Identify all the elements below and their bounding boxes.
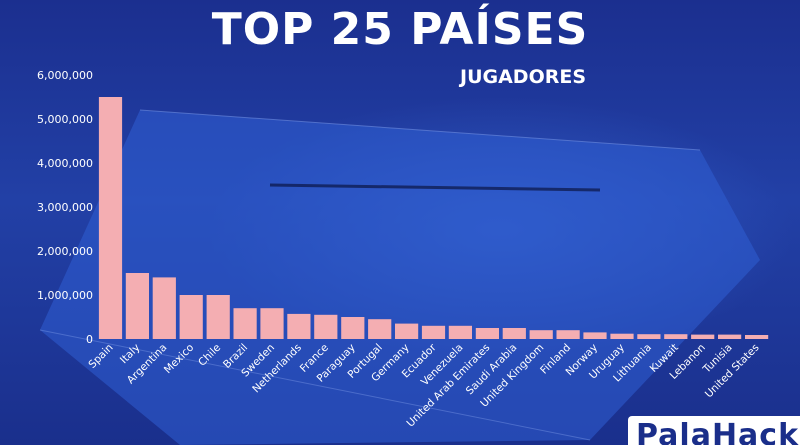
bar: [233, 308, 257, 339]
bar: [368, 319, 392, 339]
y-tick-label: 0: [86, 333, 93, 346]
x-tick-label: Mexico: [162, 342, 196, 376]
bar: [98, 97, 123, 339]
court-net: [269, 183, 601, 192]
x-tick-label: Chile: [196, 342, 223, 369]
y-tick-label: 6,000,000: [37, 69, 93, 82]
y-tick-label: 4,000,000: [37, 157, 93, 170]
brand-logo-text: PalaHack: [636, 418, 800, 445]
bar: [152, 277, 176, 339]
bar: [745, 335, 769, 339]
court-surface: [40, 110, 760, 445]
court-line-back: [139, 109, 701, 151]
bar: [287, 313, 311, 339]
bar: [529, 330, 553, 339]
x-tick-label: Spain: [86, 342, 115, 371]
chart-subtitle: JUGADORES: [460, 66, 587, 88]
bar: [610, 333, 634, 339]
bar: [664, 334, 688, 339]
bars: [98, 97, 769, 339]
y-tick-label: 2,000,000: [37, 245, 93, 258]
brand-logo: PalaHack: [628, 416, 800, 445]
y-tick-label: 3,000,000: [37, 201, 93, 214]
bar: [206, 295, 230, 339]
bar: [421, 325, 446, 339]
bar: [502, 328, 526, 339]
chart-title: TOP 25 PAÍSES: [211, 4, 589, 55]
y-tick-label: 1,000,000: [37, 289, 93, 302]
bar: [314, 314, 338, 339]
bar: [583, 332, 607, 339]
bar: [448, 325, 472, 339]
bar: [637, 334, 661, 339]
bar: [179, 295, 203, 339]
bar: [556, 330, 580, 339]
bar: [691, 334, 715, 339]
bar: [718, 334, 742, 339]
bar: [125, 273, 149, 339]
y-axis: 0 1,000,000 2,000,000 3,000,000 4,000,000 5,0…: [37, 69, 93, 346]
bar: [475, 328, 499, 339]
bar: [395, 323, 419, 339]
bar: [341, 317, 365, 339]
court-line-front: [39, 329, 591, 441]
bar: [260, 308, 284, 339]
y-tick-label: 5,000,000: [37, 113, 93, 126]
